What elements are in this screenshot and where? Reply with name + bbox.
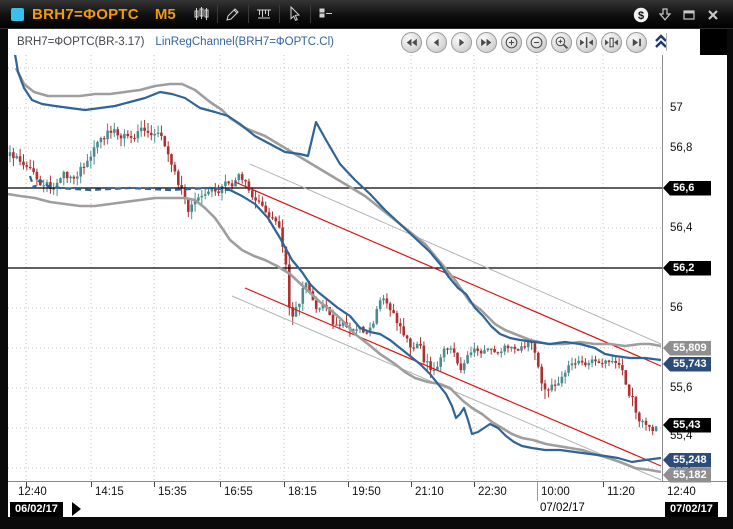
collapse-panel-icon[interactable] [654,32,670,52]
time-tick [348,482,349,487]
close-icon[interactable] [701,3,725,27]
date-label: 07/02/17 [540,502,585,514]
chart-plot-area[interactable] [7,47,662,481]
price-badge-55_248: 55,248 [663,452,711,468]
session-separator [537,482,538,501]
price-badge-55_182: 55,182 [663,467,711,483]
time-tick-label: 18:15 [288,486,317,498]
toolbar-separator [247,5,249,23]
restore-icon[interactable] [677,3,701,27]
time-tick [474,482,475,487]
price-tick-label: 56,4 [670,222,693,234]
go-to-end-button[interactable] [626,31,647,53]
date-badge: 07/02/17 [665,502,718,517]
time-tick [220,482,221,487]
zoom-in-button[interactable] [501,31,522,53]
price-tick-label: 56 [670,302,683,314]
window-frame-left [0,29,8,517]
zoom-out-button[interactable] [526,31,547,53]
time-tick-label: 10:00 [541,486,570,498]
scroll-right-fast-button[interactable] [476,31,497,53]
price-axis[interactable]: 5756,856,45655,655,455,256,656,255,80955… [662,55,727,483]
time-tick-label: 12:40 [18,486,47,498]
indicator-icon[interactable] [252,3,276,25]
money-icon[interactable]: $ [629,3,653,27]
time-tick-label: 14:15 [95,486,124,498]
time-tick [154,482,155,487]
blue-band-lower-flat[interactable] [28,175,231,192]
linreg-red-upper[interactable] [234,181,662,367]
price-badge-55_43: 55,43 [663,417,711,433]
time-tick [411,482,412,487]
time-tick-label: 21:10 [415,486,444,498]
chart-nav-strip [401,31,670,53]
price-tick-label: 57 [670,102,683,114]
svg-text:$: $ [638,10,644,22]
time-tick [284,482,285,487]
linreg-red-lower[interactable] [244,287,662,467]
linreg-thin-gray-upper[interactable] [249,163,662,345]
price-badge-55_809: 55,809 [663,340,711,356]
window-frame-bottom [0,517,733,529]
titlebar-toolbar [190,3,338,25]
time-axis[interactable]: 12:40 14:15 15:35 16:55 18:15 19:50 21:10 22:30… [8,481,733,517]
time-tick-label: 16:55 [224,486,253,498]
window-title: BRH7=ФОРТС [32,5,139,23]
scroll-right-button[interactable] [451,31,472,53]
blue-band-lower[interactable] [229,189,662,464]
time-tick-label: 11:20 [607,486,635,498]
time-tick [603,482,604,487]
app-icon [11,7,24,21]
price-level-lines[interactable] [8,187,662,269]
draw-pencil-icon[interactable] [221,3,245,25]
blue-band-upper[interactable] [12,47,662,362]
price-badge-56_6: 56,6 [663,180,711,196]
time-tick [26,482,27,487]
cursor-pointer-icon[interactable] [283,3,307,25]
date-arrow-black [72,502,81,516]
gray-band-upper[interactable] [14,67,662,348]
compress-bars-button[interactable] [601,31,622,53]
toolbar-separator [216,5,218,23]
price-tick-label: 55,6 [670,382,693,394]
series-label: BRH7=ФОРТС(BR-3.17) [17,36,145,48]
toolbar-separator [309,5,311,23]
scroll-left-button[interactable] [426,31,447,53]
time-tick-label: 15:35 [158,486,187,498]
price-badge-55_743: 55,743 [663,356,711,372]
date-badge: 06/02/17 [10,502,63,517]
download-icon[interactable] [653,3,677,27]
timeframe-label: M5 [154,5,176,23]
chart-type-candles-icon[interactable] [190,3,214,25]
time-tick-label: 19:50 [352,486,381,498]
compress-horizontal-button[interactable] [576,31,597,53]
price-tick-label: 55,4 [670,430,693,442]
corner-time-label: 12:40 [667,486,696,498]
titlebar: BRH7=ФОРТС M5 $ [0,0,733,29]
toolbar-separator [278,5,280,23]
header-divider [666,33,667,51]
titlebar-buttons: $ [629,0,725,29]
window-frame-right [727,29,733,517]
price-badge-56_2: 56,2 [663,260,711,276]
time-tick [91,482,92,487]
levels-icon[interactable] [314,3,338,25]
time-tick-label: 22:30 [478,486,507,498]
scroll-left-fast-button[interactable] [401,31,422,53]
price-tick-label: 56,8 [670,142,693,154]
gray-band-lower[interactable] [7,192,662,474]
zoom-select-button[interactable] [551,31,572,53]
indicator-label[interactable]: LinRegChannel(BRH7=ФОРТС.Cl) [155,36,334,48]
plot-svg[interactable] [7,47,662,481]
